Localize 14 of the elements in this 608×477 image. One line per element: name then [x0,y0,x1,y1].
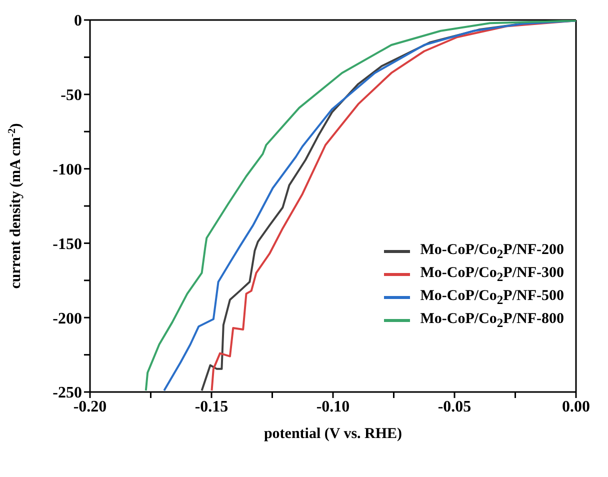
x-tick-label: -0.10 [316,398,350,416]
legend-label: Mo-CoP/Co$_{2}$P/NF-300 [420,264,564,284]
x-tick-label: -0.15 [194,398,228,416]
y-tick-label: -100 [52,161,82,178]
x-tick-label: -0.05 [438,398,472,416]
y-tick-label: -200 [52,310,82,328]
legend-label: Mo-CoP/Co$_{2}$P/NF-800 [420,310,564,330]
y-tick-label: -150 [52,236,82,253]
legend-label: Mo-CoP/Co$_{2}$P/NF-500 [420,288,564,308]
legend-label: Mo-CoP/Co$_{2}$P/NF-200 [420,242,564,262]
x-tick-label: 0.00 [562,398,590,416]
x-axis-title: potential (V vs. RHE) [264,426,402,442]
y-tick-label: -50 [60,87,82,104]
y-tick-label: 0 [74,12,82,30]
